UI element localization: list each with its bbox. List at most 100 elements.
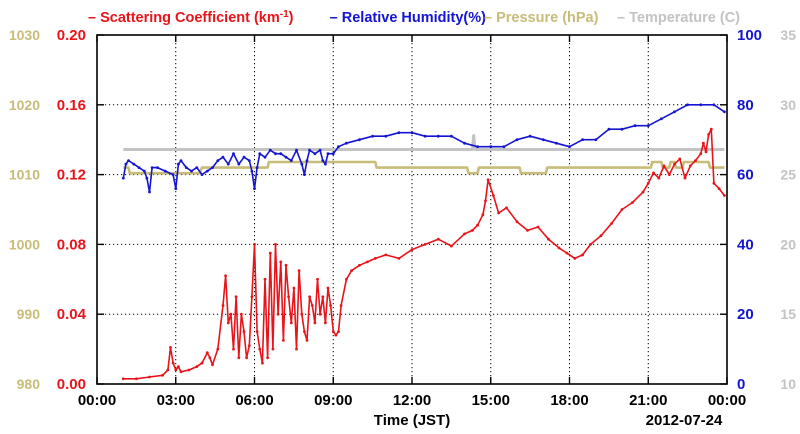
- x-tick-label: 06:00: [235, 392, 273, 409]
- humidity-tick-label: 20: [737, 306, 754, 323]
- point-scattering: [723, 194, 726, 197]
- point-humidity: [321, 159, 325, 163]
- point-scattering: [704, 150, 708, 154]
- point-scattering: [268, 251, 272, 255]
- point-humidity: [137, 166, 141, 170]
- pressure-tick-label: 1020: [9, 97, 40, 113]
- point-humidity: [450, 134, 453, 138]
- scattering-tick-label: 0.12: [57, 167, 86, 184]
- point-humidity: [633, 124, 637, 128]
- point-scattering: [253, 243, 256, 246]
- point-scattering: [334, 333, 338, 337]
- scattering-tick-label: 0.04: [57, 306, 87, 323]
- point-scattering: [274, 243, 277, 246]
- temperature-tick-label: 10: [780, 376, 796, 392]
- point-scattering: [289, 321, 293, 325]
- point-humidity: [699, 103, 703, 107]
- point-scattering: [646, 181, 650, 185]
- point-scattering: [205, 351, 209, 354]
- legend: – Scattering Coefficient (km-1) – Relati…: [88, 9, 740, 26]
- point-scattering: [436, 237, 440, 241]
- point-humidity: [284, 155, 288, 159]
- point-scattering: [694, 159, 697, 163]
- point-humidity: [397, 131, 401, 135]
- point-scattering: [557, 246, 561, 250]
- point-humidity: [384, 134, 388, 138]
- point-humidity: [232, 152, 235, 156]
- scattering-tick-label: 0.00: [57, 376, 86, 393]
- point-scattering: [358, 263, 361, 267]
- point-scattering: [547, 237, 550, 241]
- point-scattering: [242, 330, 246, 333]
- point-scattering: [282, 339, 285, 342]
- point-humidity: [660, 117, 663, 121]
- point-scattering: [326, 286, 330, 290]
- point-scattering: [683, 176, 687, 180]
- point-scattering: [287, 295, 290, 299]
- point-scattering: [492, 194, 495, 197]
- point-scattering: [161, 373, 165, 377]
- point-humidity: [594, 138, 598, 142]
- point-scattering: [337, 330, 340, 333]
- point-humidity: [179, 159, 183, 163]
- point-scattering: [245, 356, 249, 360]
- point-humidity: [358, 138, 361, 142]
- point-humidity: [190, 169, 193, 173]
- point-humidity: [150, 166, 154, 170]
- point-humidity: [673, 110, 676, 114]
- point-scattering: [620, 208, 624, 211]
- point-humidity: [226, 162, 230, 166]
- point-humidity: [489, 145, 493, 149]
- point-scattering: [450, 244, 453, 248]
- point-scattering: [276, 312, 280, 316]
- point-humidity: [607, 127, 611, 131]
- point-scattering: [295, 347, 298, 351]
- point-scattering: [300, 312, 304, 316]
- point-scattering: [279, 260, 283, 264]
- point-scattering: [339, 304, 343, 307]
- point-scattering: [200, 361, 204, 365]
- humidity-tick-label: 40: [737, 236, 754, 253]
- point-scattering: [237, 356, 241, 360]
- point-humidity: [686, 103, 689, 107]
- point-humidity: [308, 148, 311, 152]
- point-humidity: [345, 141, 348, 145]
- point-scattering: [526, 229, 529, 232]
- point-humidity: [142, 169, 146, 173]
- point-scattering: [174, 368, 178, 372]
- point-scattering: [471, 229, 474, 232]
- pressure-tick-label: 990: [17, 306, 41, 322]
- point-scattering: [673, 162, 676, 166]
- point-humidity: [127, 159, 130, 163]
- legend-temperature: – Temperature (C): [617, 10, 740, 26]
- point-scattering: [292, 286, 296, 290]
- point-humidity: [274, 152, 277, 156]
- point-humidity: [268, 148, 272, 152]
- point-humidity: [195, 166, 199, 170]
- point-humidity: [313, 152, 317, 156]
- point-humidity: [528, 134, 532, 138]
- point-humidity: [211, 166, 214, 170]
- humidity-tick-label: 100: [737, 27, 762, 44]
- point-scattering: [284, 263, 288, 267]
- point-humidity: [723, 110, 726, 114]
- legend-scattering: – Scattering Coefficient (km-1): [88, 9, 294, 26]
- x-tick-label: 00:00: [708, 392, 746, 409]
- point-scattering: [148, 375, 151, 379]
- series-line-temperature: [123, 134, 725, 151]
- point-humidity: [250, 169, 254, 173]
- point-scattering: [324, 321, 327, 325]
- point-humidity: [620, 127, 624, 131]
- x-tick-label: 21:00: [629, 392, 667, 409]
- point-humidity: [515, 138, 519, 142]
- x-tick-label: 18:00: [550, 392, 588, 409]
- point-humidity: [145, 176, 149, 180]
- point-scattering: [709, 127, 713, 131]
- point-humidity: [289, 159, 293, 163]
- point-humidity: [156, 166, 159, 170]
- point-scattering: [688, 164, 692, 168]
- grid: [97, 35, 727, 384]
- point-humidity: [205, 169, 209, 173]
- x-tick-label: 00:00: [78, 392, 116, 409]
